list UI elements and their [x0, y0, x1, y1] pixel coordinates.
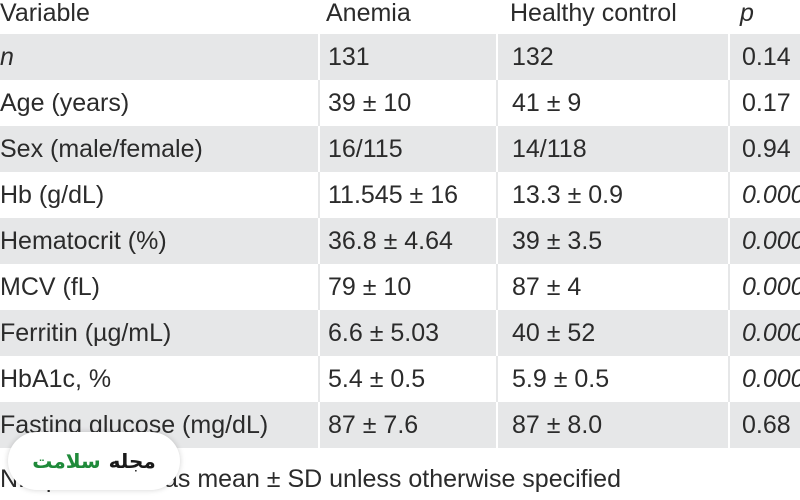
table-row: Hematocrit (%) 36.8 ± 4.64 39 ± 3.5 0.000 — [0, 218, 800, 264]
cell-healthy-control: 39 ± 3.5 — [496, 218, 728, 264]
cell-variable: Hb (g/dL) — [0, 180, 105, 209]
cell-p-value: 0.14 — [728, 34, 800, 80]
cell-p-value: 0.000 — [728, 264, 800, 310]
header-healthy-control: Healthy control — [510, 0, 677, 27]
cell-variable: n — [0, 42, 14, 71]
table-row: Age (years) 39 ± 10 41 ± 9 0.17 — [0, 80, 800, 126]
cell-p-value: 0.000 — [728, 310, 800, 356]
header-anemia: Anemia — [326, 0, 411, 27]
cell-anemia: 16/115 — [318, 126, 496, 172]
cell-p-value: 0.94 — [728, 126, 800, 172]
cell-healthy-control: 40 ± 52 — [496, 310, 728, 356]
cell-p-value: 0.000 — [728, 356, 800, 402]
cell-variable: Ferritin (µg/mL) — [0, 318, 172, 347]
cell-anemia: 11.545 ± 16 — [318, 172, 496, 218]
cell-healthy-control: 14/118 — [496, 126, 728, 172]
cell-variable: Hematocrit (%) — [0, 226, 167, 255]
header-variable: Variable — [0, 0, 90, 27]
table-row: HbA1c, % 5.4 ± 0.5 5.9 ± 0.5 0.000 — [0, 356, 800, 402]
cell-anemia: 87 ± 7.6 — [318, 402, 496, 448]
table-row: Ferritin (µg/mL) 6.6 ± 5.03 40 ± 52 0.000 — [0, 310, 800, 356]
cell-healthy-control: 13.3 ± 0.9 — [496, 172, 728, 218]
cell-anemia: 39 ± 10 — [318, 80, 496, 126]
cell-healthy-control: 132 — [496, 34, 728, 80]
cell-variable: Age (years) — [0, 88, 130, 117]
header-p: p — [740, 0, 754, 27]
cell-healthy-control: 41 ± 9 — [496, 80, 728, 126]
cell-anemia: 79 ± 10 — [318, 264, 496, 310]
cell-healthy-control: 87 ± 4 — [496, 264, 728, 310]
cell-variable: Sex (male/female) — [0, 134, 203, 163]
cell-variable: HbA1c, % — [0, 364, 112, 393]
table-row: Hb (g/dL) 11.545 ± 16 13.3 ± 0.9 0.000 — [0, 172, 800, 218]
cell-anemia: 5.4 ± 0.5 — [318, 356, 496, 402]
table-row: n 131 132 0.14 — [0, 34, 800, 80]
table-row: Sex (male/female) 16/115 14/118 0.94 — [0, 126, 800, 172]
table-row: MCV (fL) 79 ± 10 87 ± 4 0.000 — [0, 264, 800, 310]
cell-anemia: 36.8 ± 4.64 — [318, 218, 496, 264]
cell-anemia: 6.6 ± 5.03 — [318, 310, 496, 356]
cell-variable: MCV (fL) — [0, 272, 100, 301]
cell-healthy-control: 5.9 ± 0.5 — [496, 356, 728, 402]
cell-healthy-control: 87 ± 8.0 — [496, 402, 728, 448]
cell-anemia: 131 — [318, 34, 496, 80]
cell-p-value: 0.000 — [728, 218, 800, 264]
table-header-row: Variable Anemia Healthy control p — [0, 0, 800, 34]
cell-p-value: 0.68 — [728, 402, 800, 448]
magazine-logo-badge[interactable]: مجله سلامت — [8, 432, 180, 490]
cell-p-value: 0.17 — [728, 80, 800, 126]
cell-p-value: 0.000 — [728, 172, 800, 218]
logo-word-majalleh: مجله — [108, 449, 156, 473]
logo-word-salamat: سلامت — [32, 449, 101, 473]
